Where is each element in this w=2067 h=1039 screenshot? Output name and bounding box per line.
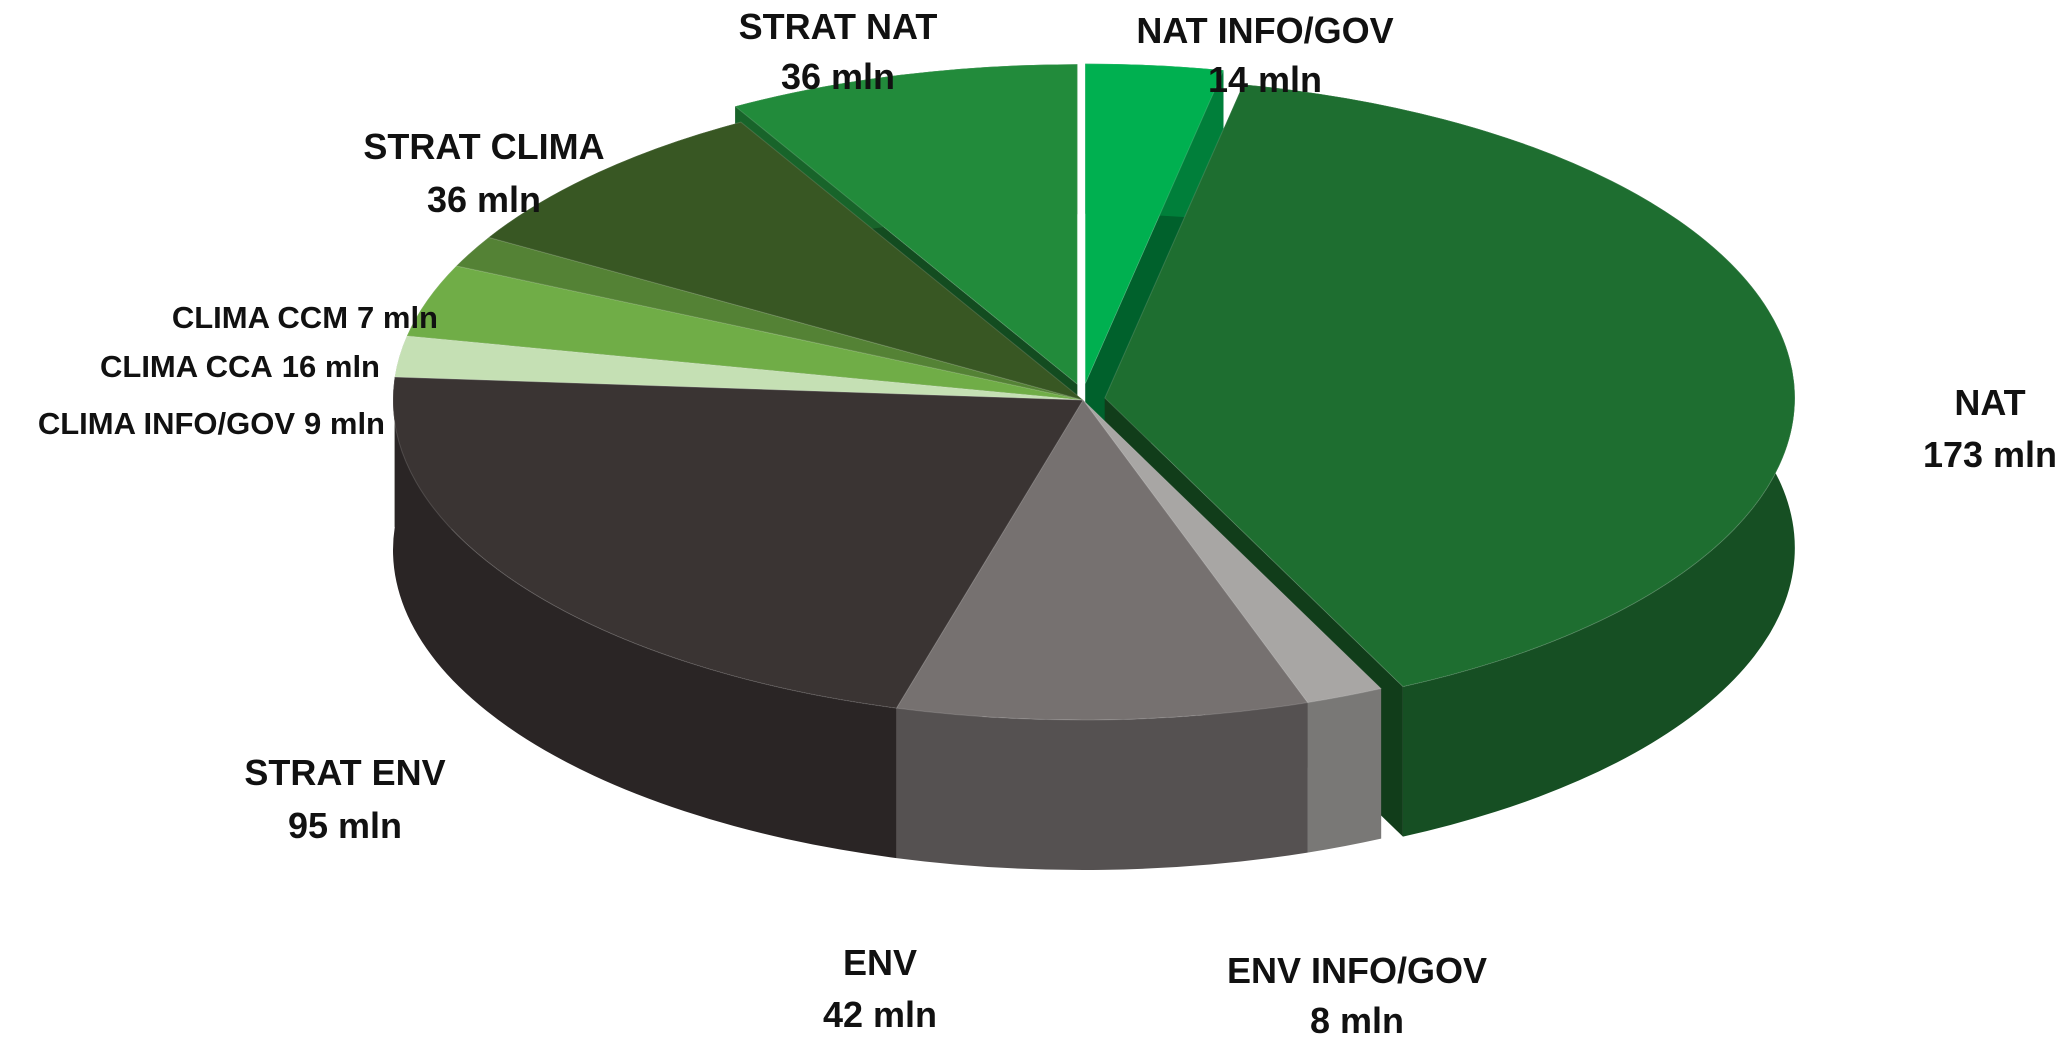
category-label: NAT INFO/GOV [1136, 10, 1393, 51]
data-label: NAT 173 mln [1923, 382, 2057, 475]
category-label: ENV INFO/GOV [1227, 950, 1487, 991]
value-label: 7 mln [357, 300, 438, 335]
data-label: ENV INFO/GOV 8 mln [1227, 950, 1487, 1039]
slice [1082, 399, 1383, 704]
category-label: NAT [1954, 382, 2025, 423]
category-label: CLIMA INFO/GOV [38, 406, 295, 441]
data-label: STRAT CLIMA 36 mln [363, 126, 604, 220]
data-label: CLIMA INFO/GOV 9 mln [38, 406, 385, 441]
value-label: 36 mln [781, 56, 895, 97]
value-label: 8 mln [1310, 1000, 1404, 1039]
slice-tops [392, 63, 1796, 721]
data-label: CLIMA CCA 16 mln [100, 349, 380, 384]
value-label: 173 mln [1923, 434, 2057, 475]
category-label: ENV [843, 942, 917, 983]
value-label: 16 mln [282, 349, 380, 384]
data-label: CLIMA CCM 7 mln [172, 300, 438, 335]
data-label: NAT INFO/GOV 14 mln [1136, 10, 1393, 100]
slice [487, 121, 1084, 401]
slice [406, 265, 1084, 401]
value-label: 36 mln [427, 179, 541, 220]
value-label: 9 mln [304, 406, 385, 441]
value-label: 42 mln [823, 994, 937, 1035]
slice [1084, 63, 1225, 384]
slice-side [1307, 688, 1382, 853]
category-label: CLIMA CCM [172, 300, 348, 335]
category-label: STRAT NAT [739, 6, 938, 47]
data-label: STRAT NAT 36 mln [739, 6, 938, 97]
value-label: 14 mln [1208, 59, 1322, 100]
slice-side [392, 376, 897, 859]
slice [734, 63, 1078, 386]
slice [392, 376, 1084, 709]
slice [455, 236, 1084, 401]
slice [895, 399, 1309, 721]
category-label: CLIMA CCA [100, 349, 273, 384]
value-label: 95 mln [288, 805, 402, 846]
data-label: ENV 42 mln [823, 942, 937, 1035]
category-label: STRAT ENV [244, 752, 445, 793]
data-label: STRAT ENV 95 mln [244, 752, 445, 846]
slice [1104, 83, 1796, 688]
category-label: STRAT CLIMA [363, 126, 604, 167]
slice [394, 335, 1084, 401]
slice-side [896, 702, 1308, 871]
